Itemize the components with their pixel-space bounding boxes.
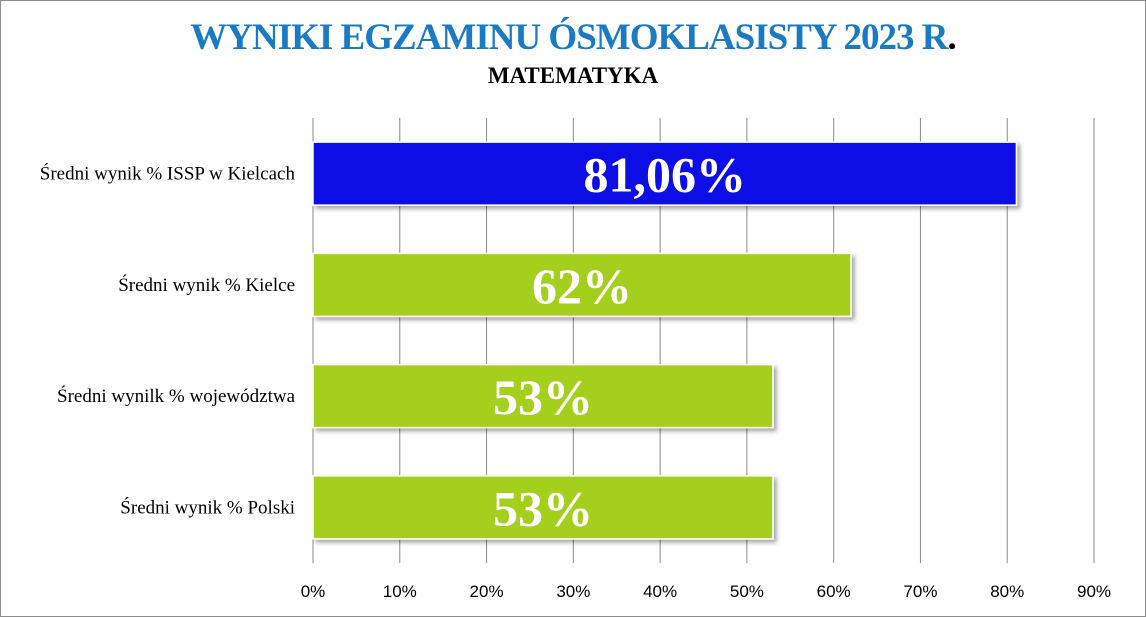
chart-title-text: WYNIKI EGZAMINU ÓSMOKLASISTY 2023 R — [190, 17, 948, 58]
bar-data-label: 53% — [493, 369, 593, 425]
category-label: Średni wynik % Polski — [120, 496, 295, 518]
bar — [312, 363, 774, 429]
x-tick-label: 20% — [470, 582, 504, 601]
x-tick-label: 60% — [817, 582, 851, 601]
x-tick-label: 80% — [990, 582, 1024, 601]
category-label: Średni wynik % ISSP w Kielcach — [40, 163, 296, 185]
x-tick-label: 0% — [301, 582, 326, 601]
x-tick-label: 10% — [383, 582, 417, 601]
bar — [312, 141, 1018, 206]
x-tick-label: 90% — [1077, 582, 1111, 601]
category-labels: Średni wynik % ISSP w Kielcach Średni wyn… — [40, 163, 296, 519]
bar — [312, 252, 852, 318]
category-label: Średni wynilk % województwa — [57, 385, 296, 407]
category-label: Średni wynik % Kielce — [118, 274, 295, 296]
chart-title: WYNIKI EGZAMINU ÓSMOKLASISTY 2023 R. — [0, 16, 1146, 59]
x-tick-label: 30% — [556, 582, 590, 601]
bar-data-label: 62% — [532, 258, 632, 314]
bar-data-label: 81,06% — [583, 147, 746, 203]
x-tick-label: 40% — [643, 582, 677, 601]
bars: 81,06% 62% 53% 53% — [312, 141, 1018, 540]
chart-subtitle: MATEMATYKA — [487, 63, 659, 88]
tick-labels: 0% 10% 20% 30% 40% 50% 60% 70% 80% 90% — [301, 582, 1111, 601]
bar — [312, 475, 774, 540]
bar-data-label: 53% — [493, 480, 593, 536]
x-tick-label: 70% — [903, 582, 937, 601]
x-tick-label: 50% — [730, 582, 764, 601]
chart-title-dot: . — [947, 17, 956, 58]
